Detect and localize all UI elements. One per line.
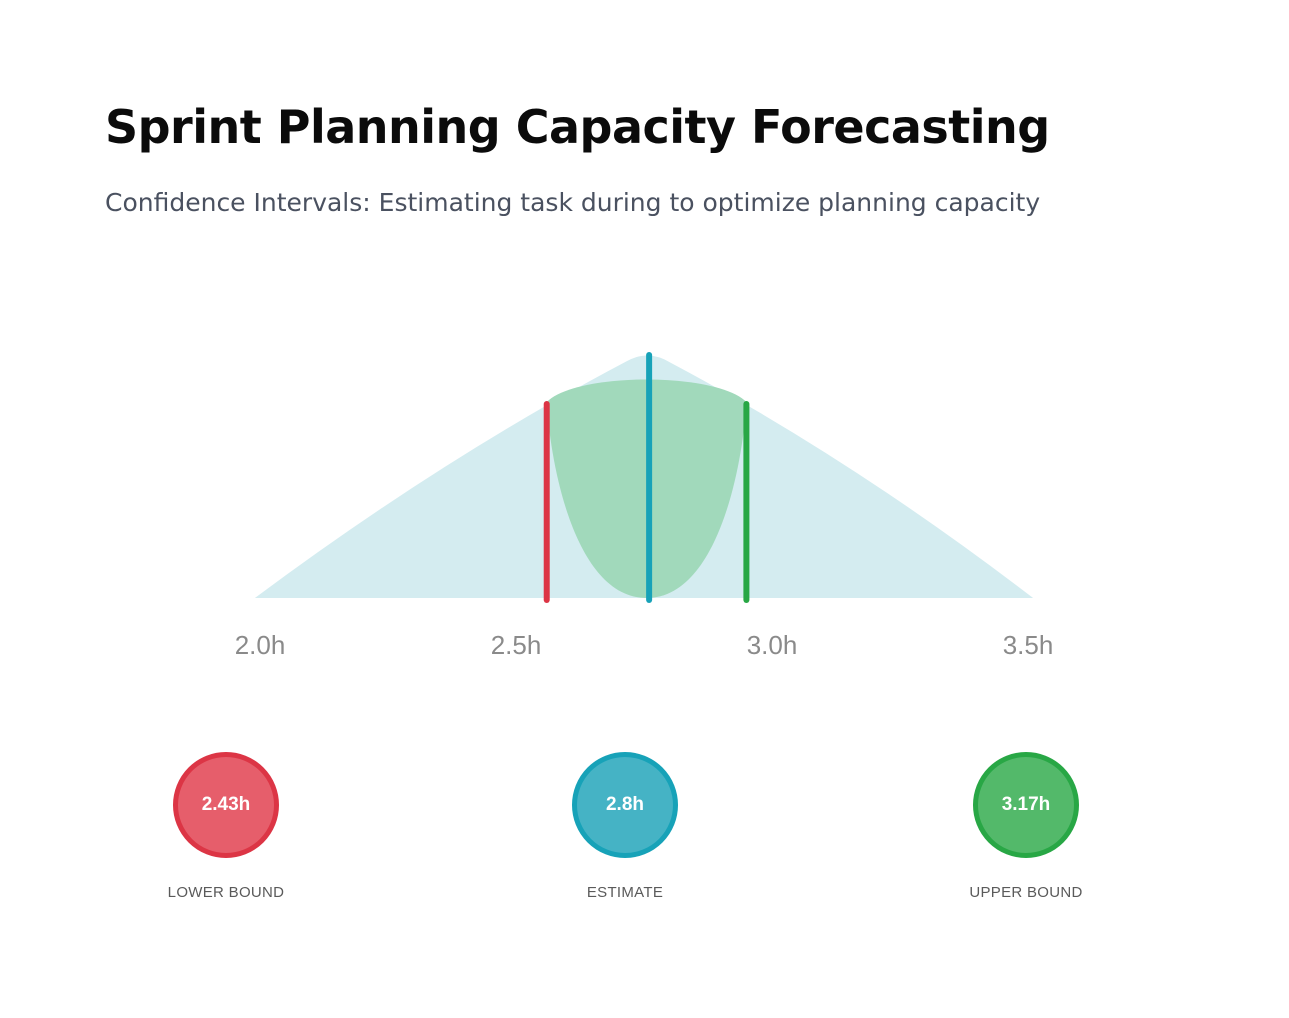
confidence-interval-chart: 2.0h 2.5h 3.0h 3.5h (235, 352, 1054, 660)
stat-lower-bound: 2.43h LOWER BOUND (116, 752, 336, 901)
stat-upper-bound: 3.17h UPPER BOUND (916, 752, 1136, 901)
estimate-badge: 2.8h (572, 752, 678, 858)
lower-bound-badge: 2.43h (173, 752, 279, 858)
upper-bound-badge: 3.17h (973, 752, 1079, 858)
x-tick-label: 2.5h (491, 630, 542, 660)
estimate-label: ESTIMATE (586, 884, 664, 901)
page-title: Sprint Planning Capacity Forecasting (105, 100, 1050, 154)
stat-estimate: 2.8h ESTIMATE (515, 752, 735, 901)
x-tick-label: 3.0h (747, 630, 798, 660)
upper-bound-label: UPPER BOUND (969, 884, 1083, 901)
lower-bound-label: LOWER BOUND (167, 884, 285, 901)
x-tick-label: 2.0h (235, 630, 286, 660)
page-subtitle: Confidence Intervals: Estimating task du… (105, 188, 1041, 217)
x-tick-label: 3.5h (1003, 630, 1054, 660)
